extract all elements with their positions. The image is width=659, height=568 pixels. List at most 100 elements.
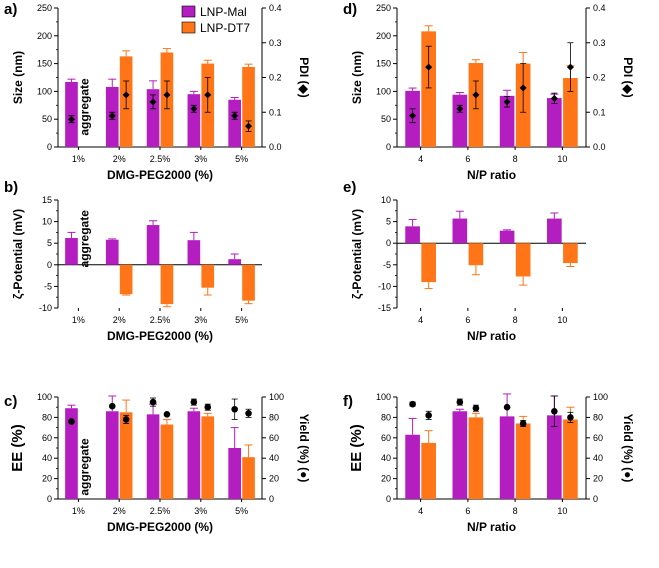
y-axis-label: EE (%): [348, 424, 365, 472]
pdi-marker-mal: [503, 98, 511, 106]
x-tick-label: 8: [513, 154, 518, 164]
yield-marker-mal: [231, 405, 238, 413]
y-tick-label: 0: [386, 494, 391, 504]
panel-label: e): [343, 179, 356, 196]
bar-mal: [405, 434, 420, 499]
bar-mal: [228, 259, 241, 265]
y-axis-label: EE (%): [9, 424, 26, 472]
yield-marker-dt7: [567, 414, 574, 421]
bar-dt7: [468, 417, 484, 499]
yield-marker-dt7: [472, 404, 480, 412]
pdi-marker-mal: [409, 112, 417, 120]
bar-dt7: [421, 442, 436, 499]
x-tick-label: 2.5%: [150, 315, 171, 325]
yield-marker-dt7: [519, 420, 527, 427]
legend-swatch-dt7: [181, 21, 196, 34]
pdi-marker-dt7: [566, 63, 574, 71]
panel-f: 0 20 40 60 80 100 0 20 40 60 80 100 4 6 8 10 N/P ratio EE…: [343, 392, 635, 534]
bar-dt7: [421, 31, 436, 148]
x-tick-label: 6: [465, 154, 470, 164]
legend-label-mal: LNP-Mal: [200, 5, 247, 19]
x-tick-label: 5%: [235, 315, 248, 325]
pdi-marker-dt7: [122, 91, 130, 99]
y2-tick-label: 80: [269, 412, 279, 422]
pdi-marker-dt7: [163, 91, 171, 99]
y-tick-label: 250: [376, 3, 391, 13]
aggregate-annotation: aggregate: [77, 210, 91, 268]
legend: LNP-Mal LNP-DT7: [181, 5, 250, 35]
y2-tick-label: 100: [269, 392, 284, 402]
y2-axis-label: Yield (%) (●): [297, 414, 311, 483]
pdi-marker-mal: [231, 112, 239, 120]
bar-dt7: [201, 416, 215, 499]
yield-marker-dt7: [245, 410, 252, 417]
bar-dt7: [119, 412, 133, 499]
y2-tick-label: 0.1: [593, 107, 606, 117]
y-tick-label: 0: [386, 142, 391, 152]
bar-dt7: [515, 423, 531, 499]
legend-swatch-mal: [181, 5, 196, 18]
y-tick-label: -15: [378, 303, 391, 313]
panel-label: d): [343, 1, 357, 18]
bar-mal: [405, 226, 420, 244]
pdi-marker-mal: [190, 105, 198, 113]
bar-mal: [228, 448, 241, 499]
bar-mal: [146, 414, 160, 499]
yield-marker-mal: [190, 398, 198, 406]
y-tick-label: 0: [47, 260, 52, 270]
bar-mal: [228, 99, 241, 147]
y-axis-label: ζ-Potential (mV): [350, 209, 364, 299]
pdi-marker-mal: [108, 112, 116, 120]
bar-mal: [146, 225, 160, 265]
y-tick-label: -5: [44, 281, 52, 291]
pdi-marker-dt7: [425, 63, 433, 71]
y2-axis-label: Yield (%) (●): [621, 414, 635, 483]
panel-d: 0 50 100 150 200 250 0.0 0.1 0.2 0.3 0.4 4 6 8 10 N/P r…: [343, 1, 635, 182]
bar-dt7: [201, 264, 215, 288]
bar-mal: [187, 94, 201, 147]
x-axis-label: DMG-PEG2000 (%): [107, 329, 213, 343]
bar-mal: [499, 230, 515, 244]
y2-tick-label: 40: [593, 453, 603, 463]
y-tick-label: 0: [47, 494, 52, 504]
bar-mal: [105, 239, 119, 265]
x-axis-label: N/P ratio: [467, 329, 516, 343]
bar-mal: [452, 218, 468, 244]
y-tick-label: 80: [42, 412, 52, 422]
bar-mal: [452, 94, 468, 147]
panel-label: b): [4, 179, 18, 196]
y2-tick-label: 0.1: [269, 107, 282, 117]
pdi-marker-dt7: [245, 122, 253, 130]
y2-axis-label: PDI (◆): [297, 57, 311, 98]
y-tick-label: 40: [42, 453, 52, 463]
y-tick-label: 60: [42, 433, 52, 443]
y2-tick-label: 100: [593, 392, 608, 402]
x-tick-label: 4: [418, 506, 423, 516]
bar-dt7: [421, 243, 436, 283]
y-tick-label: 100: [37, 392, 52, 402]
bar-mal: [452, 411, 468, 499]
x-tick-label: 3%: [194, 506, 207, 516]
legend-label-dt7: LNP-DT7: [200, 21, 250, 35]
y2-tick-label: 20: [269, 474, 279, 484]
x-tick-label: 10: [557, 154, 567, 164]
panel-label: c): [4, 393, 17, 410]
y-tick-label: 100: [376, 86, 391, 96]
y-tick-label: -10: [378, 281, 391, 291]
y-tick-label: 60: [381, 433, 391, 443]
x-axis-label: DMG-PEG2000 (%): [107, 168, 213, 182]
bar-dt7: [563, 419, 578, 499]
y-tick-label: -5: [383, 260, 391, 270]
yield-marker-dt7: [425, 412, 432, 419]
yield-marker-dt7: [163, 411, 171, 418]
y2-tick-label: 60: [593, 433, 603, 443]
pdi-marker-mal: [67, 115, 75, 123]
x-tick-label: 6: [465, 315, 470, 325]
yield-marker-mal: [503, 403, 511, 411]
y-tick-label: 150: [376, 59, 391, 69]
y-tick-label: -10: [39, 303, 52, 313]
y2-tick-label: 0.2: [269, 73, 282, 83]
x-tick-label: 4: [418, 315, 423, 325]
bar-mal: [499, 416, 515, 499]
